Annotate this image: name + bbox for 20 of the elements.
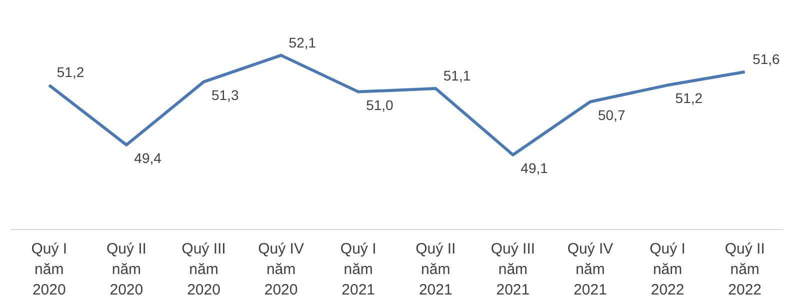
data-label: 51,0 (366, 96, 394, 113)
data-label: 51,2 (675, 90, 703, 106)
data-label: 52,1 (288, 34, 316, 50)
x-tick-label: Quý II năm 2021 (416, 240, 456, 298)
x-tick-label: Quý III năm 2021 (490, 240, 536, 298)
x-tick-label: Quý I năm 2022 (650, 240, 686, 298)
data-label: 51,2 (56, 64, 84, 80)
x-tick-label: Quý III năm 2020 (182, 240, 226, 298)
data-label: 51,6 (752, 50, 780, 67)
data-label: 51,3 (211, 86, 239, 103)
x-tick-label: Quý II năm 2020 (106, 240, 146, 298)
x-tick-label: Quý IV năm 2020 (258, 240, 304, 298)
x-tick-label: Quý IV năm 2021 (567, 240, 614, 298)
x-tick-label: Quý II năm 2022 (724, 240, 765, 298)
x-tick-label: Quý I năm 2021 (340, 240, 376, 298)
x-tick-label: Quý I năm 2020 (31, 240, 68, 298)
data-label: 50,7 (598, 106, 626, 123)
data-label: 49,4 (134, 150, 162, 166)
data-label: 51,1 (443, 67, 471, 84)
data-label: 49,1 (520, 160, 548, 176)
